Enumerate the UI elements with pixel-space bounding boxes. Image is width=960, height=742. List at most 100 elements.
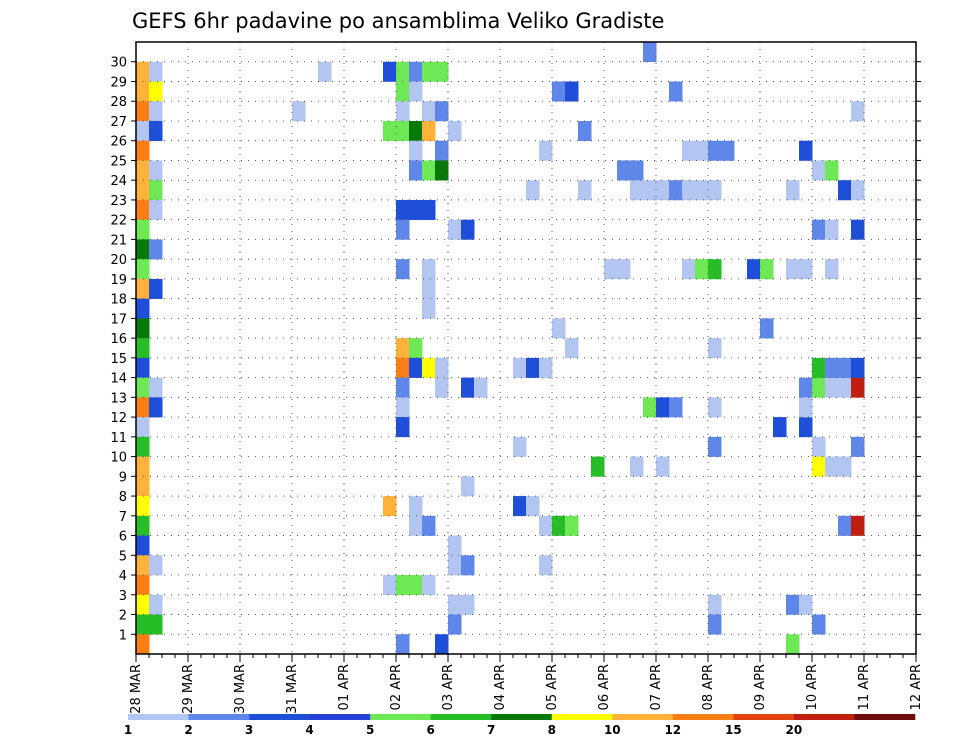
heatmap-cell [825,377,839,398]
heatmap-cell [461,476,475,497]
heatmap-cell [136,535,150,556]
y-tick-label: 26 [110,135,127,150]
legend-label: 10 [604,723,621,737]
x-tick-label: 30 MAR [233,664,248,714]
legend-swatch [551,714,613,720]
heatmap-cell [461,555,475,576]
heatmap-cell [149,61,163,82]
heatmap-cell [136,634,150,655]
heatmap-cell [136,318,150,339]
heatmap-cell [812,357,826,378]
heatmap-cell [682,259,696,280]
legend-swatch [854,714,916,720]
heatmap-cell [630,180,644,201]
heatmap-cell [422,278,436,299]
heatmap-cell [136,456,150,477]
heatmap-cell [448,614,462,635]
heatmap-cell [838,456,852,477]
heatmap-cell [422,357,436,378]
legend-label: 1 [124,723,132,737]
legend-swatch [249,714,310,720]
x-tick-label: 07 APR [649,664,664,710]
x-tick-label: 02 APR [389,664,404,710]
heatmap-cell [435,377,449,398]
heatmap-cell [396,259,410,280]
y-tick-label: 10 [110,451,127,466]
heatmap-cell [656,397,670,418]
heatmap-cell [448,535,462,556]
heatmap-cell [136,575,150,596]
y-tick-label: 9 [119,470,127,485]
heatmap-cell [708,614,722,635]
heatmap-cell [539,515,553,536]
heatmap-cell [760,259,774,280]
x-tick-label: 10 APR [805,664,820,710]
heatmap-cell [422,515,436,536]
heatmap-cell [136,61,150,82]
heatmap-cell [383,61,397,82]
y-tick-label: 2 [119,609,127,624]
heatmap-cell [812,160,826,181]
heatmap-cell [786,634,800,655]
y-tick-label: 5 [119,549,127,564]
heatmap-cell [799,397,813,418]
heatmap-cell [669,397,683,418]
heatmap-cell [565,515,579,536]
heatmap-cell [136,555,150,576]
heatmap-cell [136,338,150,359]
heatmap-cell [136,259,150,280]
heatmap-cell [825,160,839,181]
heatmap-cell [396,575,410,596]
heatmap-cell [422,61,436,82]
heatmap-cell [591,456,605,477]
heatmap-cell [292,101,306,122]
heatmap-cell [136,594,150,615]
heatmap-cell [461,219,475,240]
heatmap-cell [409,120,423,142]
heatmap-cell [643,42,657,63]
heatmap-cell [513,436,527,457]
heatmap-cell [396,61,410,82]
y-tick-label: 6 [119,530,127,545]
heatmap-cell [799,594,813,615]
heatmap-cell [838,357,852,378]
heatmap-cell [747,259,761,280]
heatmap-cell [136,120,150,142]
heatmap-cell [682,140,696,161]
x-tick-label: 06 APR [597,664,612,710]
y-tick-label: 11 [110,431,127,446]
heatmap-cell [396,397,410,418]
y-tick-label: 24 [110,174,127,189]
legend-swatch [128,714,189,720]
heatmap-cell [812,436,826,457]
heatmap-cell [149,199,163,220]
heatmap-cell [383,120,397,142]
heatmap-cell [136,515,150,536]
heatmap-cell [136,496,150,517]
y-tick-label: 15 [110,352,127,367]
heatmap-cell [422,101,436,122]
heatmap-cell [799,140,813,161]
legend-label: 8 [548,723,556,737]
heatmap-cell [695,180,709,201]
heatmap-cell [708,397,722,418]
color-legend: 1 2 3 4 5 6 7 8 10 12 15 20 [124,714,916,737]
y-tick-label: 14 [110,372,127,387]
heatmap-cell [448,594,462,615]
heatmap-cell [422,160,436,181]
heatmap-cell [656,456,670,477]
heatmap-cell [604,259,618,280]
heatmap-cell [539,357,553,378]
legend-label: 2 [184,723,192,737]
heatmap-cell [409,575,423,596]
y-tick-label: 13 [110,391,127,406]
y-tick-label: 7 [119,510,127,525]
heatmap-cell [786,259,800,280]
heatmap-cell [851,357,865,378]
heatmap-cell [851,219,865,240]
legend-label: 12 [664,723,681,737]
heatmap-cell [773,417,787,438]
heatmap-cell [552,81,566,102]
x-tick-label: 08 APR [701,664,716,710]
